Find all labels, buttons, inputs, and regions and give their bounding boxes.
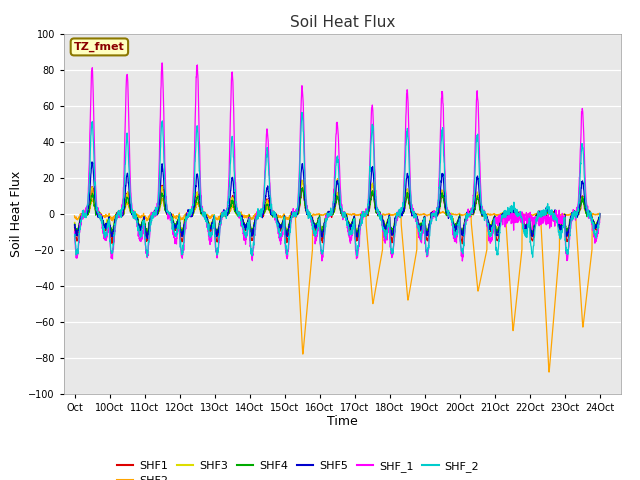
Legend: SHF1, SHF2, SHF3, SHF4, SHF5, SHF_1, SHF_2: SHF1, SHF2, SHF3, SHF4, SHF5, SHF_1, SHF…	[112, 456, 484, 480]
Text: TZ_fmet: TZ_fmet	[74, 42, 125, 52]
Title: Soil Heat Flux: Soil Heat Flux	[290, 15, 395, 30]
Y-axis label: Soil Heat Flux: Soil Heat Flux	[10, 170, 23, 257]
X-axis label: Time: Time	[327, 415, 358, 429]
